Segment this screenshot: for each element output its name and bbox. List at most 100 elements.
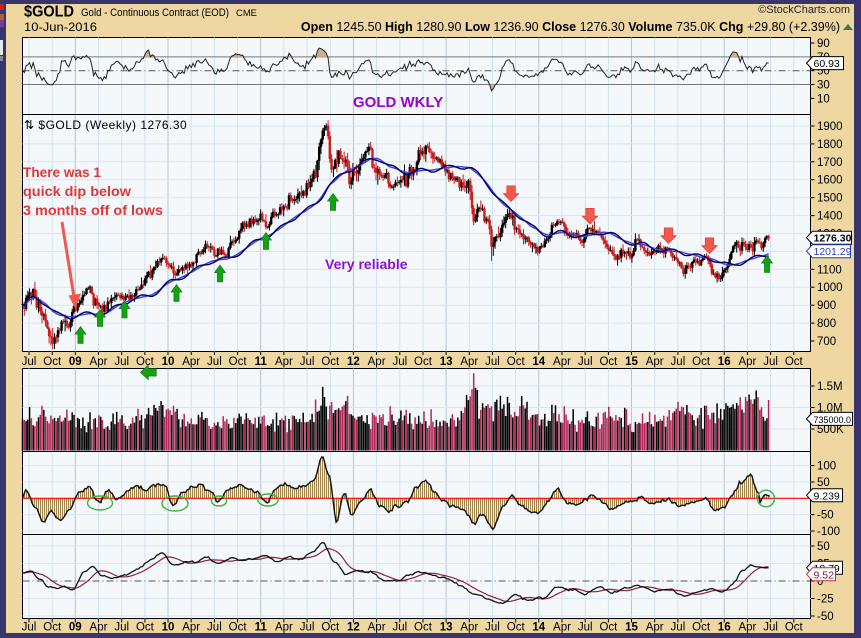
svg-text:Jul: Jul (763, 356, 778, 368)
svg-text:quick dip below: quick dip below (23, 183, 131, 199)
svg-text:14: 14 (532, 622, 545, 634)
svg-text:Apr: Apr (553, 622, 571, 634)
svg-text:Jul: Jul (392, 356, 407, 368)
svg-text:Jul: Jul (578, 356, 593, 368)
svg-text:Apr: Apr (460, 356, 478, 368)
svg-text:1201.29: 1201.29 (814, 246, 852, 258)
svg-text:1.0M: 1.0M (817, 403, 843, 415)
svg-text:Oct: Oct (785, 356, 804, 368)
svg-text:10: 10 (162, 356, 175, 368)
svg-text:Jul: Jul (22, 622, 37, 634)
svg-text:Jul: Jul (763, 622, 778, 634)
svg-text:50: 50 (817, 477, 830, 489)
svg-text:10: 10 (817, 93, 830, 105)
svg-text:735000.0: 735000.0 (814, 415, 852, 425)
svg-text:Jul: Jul (22, 356, 37, 368)
svg-text:Jul: Jul (207, 356, 222, 368)
svg-text:Oct: Oct (507, 356, 526, 368)
svg-text:100: 100 (817, 461, 836, 473)
svg-text:Gold - Continuous Contract (EO: Gold - Continuous Contract (EOD) (81, 7, 229, 19)
svg-text:CME: CME (236, 8, 257, 19)
svg-text:1276.30: 1276.30 (814, 233, 852, 245)
svg-text:800: 800 (817, 318, 836, 330)
svg-text:Apr: Apr (460, 622, 478, 634)
svg-text:09: 09 (69, 356, 82, 368)
svg-text:Oct: Oct (785, 622, 804, 634)
svg-text:30: 30 (817, 80, 830, 92)
svg-text:Oct: Oct (692, 622, 711, 634)
svg-text:Apr: Apr (646, 622, 664, 634)
svg-text:Oct: Oct (414, 622, 433, 634)
svg-text:Oct: Oct (599, 622, 618, 634)
svg-text:1400: 1400 (817, 211, 843, 223)
svg-text:1700: 1700 (817, 157, 843, 169)
svg-text:-100: -100 (817, 526, 840, 538)
svg-text:-25: -25 (817, 594, 834, 606)
svg-text:Apr: Apr (90, 356, 108, 368)
svg-text:Apr: Apr (182, 622, 200, 634)
svg-text:Very reliable: Very reliable (325, 256, 408, 272)
svg-text:Jul: Jul (578, 622, 593, 634)
svg-text:Apr: Apr (646, 356, 664, 368)
svg-text:1000: 1000 (817, 282, 843, 294)
svg-text:$GOLD: $GOLD (24, 4, 74, 21)
svg-text:09: 09 (69, 622, 82, 634)
svg-text:15: 15 (625, 622, 638, 634)
svg-text:Oct: Oct (136, 356, 155, 368)
svg-text:12: 12 (347, 622, 360, 634)
svg-text:15: 15 (625, 356, 638, 368)
svg-text:13: 13 (440, 622, 453, 634)
svg-text:Oct: Oct (43, 622, 62, 634)
svg-text:⇅ $GOLD (Weekly) 1276.30: ⇅ $GOLD (Weekly) 1276.30 (24, 118, 187, 132)
svg-text:11: 11 (255, 622, 268, 634)
svg-text:Oct: Oct (692, 356, 711, 368)
svg-text:14: 14 (532, 356, 545, 368)
svg-text:Jul: Jul (485, 356, 500, 368)
svg-text:Apr: Apr (90, 622, 108, 634)
svg-text:Jul: Jul (485, 622, 500, 634)
svg-text:Jul: Jul (300, 622, 315, 634)
svg-text:1500: 1500 (817, 193, 843, 205)
svg-text:Jul: Jul (114, 356, 129, 368)
svg-text:11: 11 (255, 356, 268, 368)
svg-text:Apr: Apr (368, 622, 386, 634)
svg-text:Oct: Oct (599, 356, 618, 368)
svg-text:Apr: Apr (738, 356, 756, 368)
svg-text:Oct: Oct (136, 622, 155, 634)
svg-text:GOLD WKLY: GOLD WKLY (353, 94, 443, 111)
svg-text:©StockCharts.com: ©StockCharts.com (758, 4, 850, 16)
svg-text:50: 50 (817, 541, 830, 553)
svg-text:1800: 1800 (817, 139, 843, 151)
svg-text:Oct: Oct (43, 356, 62, 368)
svg-text:9.239: 9.239 (814, 490, 840, 502)
svg-text:Jul: Jul (207, 622, 222, 634)
svg-text:Apr: Apr (553, 356, 571, 368)
svg-text:1600: 1600 (817, 175, 843, 187)
svg-text:1100: 1100 (817, 264, 842, 276)
svg-text:Apr: Apr (182, 356, 200, 368)
svg-text:Oct: Oct (321, 622, 340, 634)
svg-text:Jul: Jul (114, 622, 129, 634)
svg-text:-50: -50 (817, 510, 834, 522)
svg-text:Oct: Oct (414, 356, 433, 368)
svg-text:13: 13 (440, 356, 453, 368)
svg-text:Oct: Oct (229, 356, 248, 368)
svg-text:Oct: Oct (321, 356, 340, 368)
svg-text:-50: -50 (817, 611, 834, 623)
svg-text:Oct: Oct (229, 622, 248, 634)
svg-text:Apr: Apr (738, 622, 756, 634)
svg-text:900: 900 (817, 300, 836, 312)
svg-text:Apr: Apr (275, 356, 293, 368)
svg-text:Jul: Jul (671, 622, 686, 634)
svg-text:3 months off of lows: 3 months off of lows (23, 202, 163, 218)
svg-text:1.5M: 1.5M (817, 381, 843, 393)
svg-text:16: 16 (718, 356, 731, 368)
svg-text:16: 16 (718, 622, 731, 634)
svg-text:Open 1245.50 High 1280.90 Low: Open 1245.50 High 1280.90 Low 1236.90 Cl… (301, 20, 840, 34)
svg-text:Jul: Jul (392, 622, 407, 634)
svg-text:12: 12 (347, 356, 360, 368)
svg-text:Jul: Jul (671, 356, 686, 368)
svg-text:700: 700 (817, 336, 836, 348)
svg-text:1900: 1900 (817, 121, 843, 133)
svg-text:9.52: 9.52 (814, 569, 835, 581)
